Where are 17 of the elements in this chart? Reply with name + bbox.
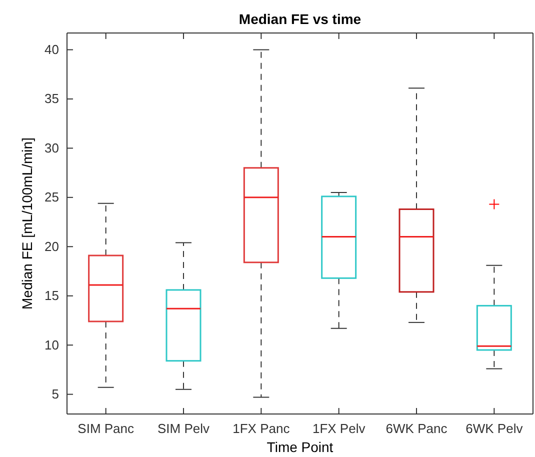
y-tick-label: 25	[44, 190, 59, 205]
x-tick-label: SIM Panc	[78, 421, 135, 436]
x-axis-title: Time Point	[266, 439, 334, 455]
y-tick-label: 5	[52, 386, 59, 402]
y-axis-title: Median FE [mL/100mL/min]	[19, 138, 35, 310]
x-tick-label: 1FX Pelv	[312, 421, 366, 436]
x-tick-label: SIM Pelv	[157, 421, 210, 436]
y-tick-label: 35	[44, 91, 59, 106]
x-tick-label: 6WK Panc	[386, 421, 448, 436]
y-tick-label: 40	[44, 42, 59, 57]
x-tick-label: 6WK Pelv	[466, 421, 524, 436]
y-tick-label: 20	[44, 238, 59, 254]
chart-title: Median FE vs time	[238, 11, 362, 27]
x-tick-label: 1FX Panc	[232, 421, 290, 436]
y-tick-label: 10	[44, 337, 59, 352]
y-tick-label: 15	[44, 288, 59, 304]
y-tick-label: 30	[44, 140, 59, 156]
